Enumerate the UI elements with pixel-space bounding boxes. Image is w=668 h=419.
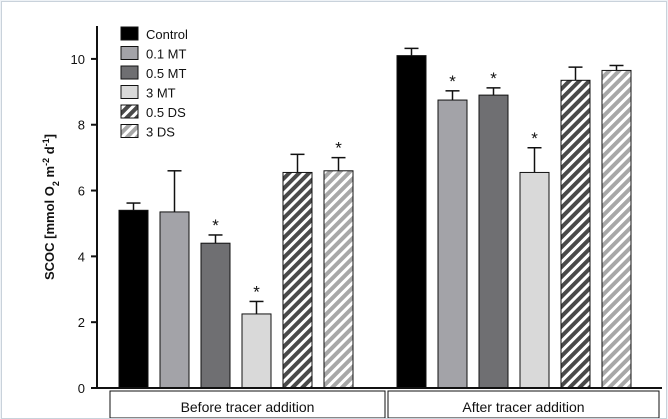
legend-label: 3 DS [146,125,175,140]
legend-swatch [120,65,139,80]
bar [323,170,354,389]
y-tick-label: 6 [78,184,85,199]
legend-label: 3 MT [146,86,176,101]
legend-swatch [120,85,139,99]
y-axis-label: SCOC [mmol O2 m-2 d-1] [41,134,61,280]
category-box [387,390,660,418]
y-tick-label: 0 [78,381,85,396]
legend-label: 0.5 DS [146,105,186,120]
significance-star: * [212,216,219,235]
bar [478,94,509,389]
bar [241,313,272,389]
bars: * * * * * * [118,47,632,389]
bar [159,211,190,389]
category-labels: Before tracer addition After tracer addit… [96,387,662,418]
y-tick-label: 4 [78,249,85,264]
legend-swatch [120,124,139,138]
category-label: Before tracer addition [181,399,315,415]
bar [200,242,231,389]
legend: Control 0.1 MT 0.5 MT 3 MT 0.5 DS 3 DS [120,26,188,140]
category-label: After tracer addition [462,399,584,415]
significance-star: * [253,282,260,301]
legend-swatch [120,26,139,41]
bar [601,69,632,389]
y-tick-label: 10 [71,52,85,67]
bar [282,171,313,389]
significance-star: * [335,139,342,158]
legend-label: 0.5 MT [146,66,187,81]
legend-label: Control [146,27,188,42]
bar [437,99,468,389]
bar [519,171,550,389]
significance-star: * [449,72,456,91]
legend-swatch [120,46,139,60]
legend-swatch [120,104,139,119]
y-tick-label: 2 [78,315,85,330]
bar [118,209,149,389]
category-box [109,390,386,418]
bar [560,79,591,389]
y-axis: 0 2 4 6 8 10 [71,26,98,396]
significance-star: * [531,129,538,148]
y-tick-label: 8 [78,118,85,133]
legend-label: 0.1 MT [146,47,187,62]
significance-star: * [490,69,497,88]
bar [396,55,427,389]
